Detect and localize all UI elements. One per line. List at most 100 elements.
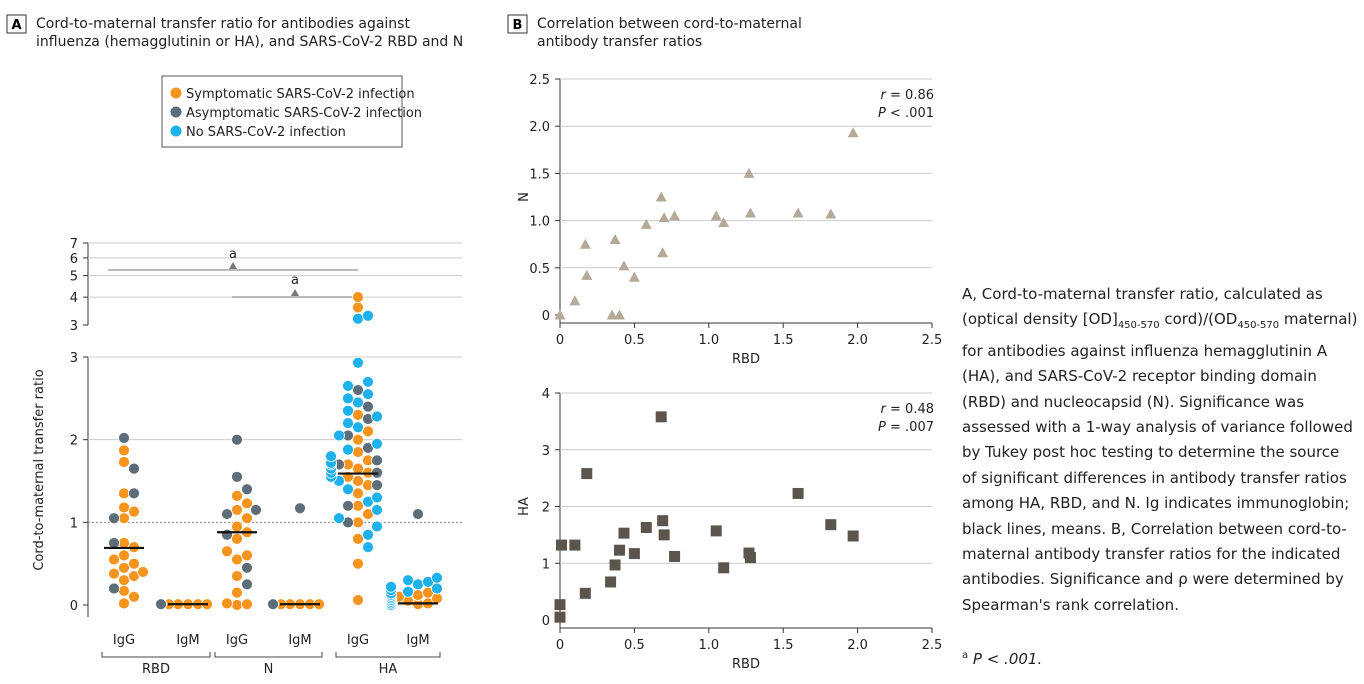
legend-dot-asymptomatic	[170, 106, 182, 118]
y-tick-label: 2.5	[529, 73, 550, 88]
panel-a-axes: Cord-to-maternal transfer ratio 0 1 2 3 3 4 5 6…	[32, 237, 462, 677]
legend-box	[161, 75, 403, 148]
y-tick-label: 1.5	[529, 167, 550, 182]
point-symptomatic	[241, 497, 253, 510]
x-tick-label: IgG	[347, 633, 369, 648]
point-symptomatic	[231, 489, 243, 502]
point-none	[402, 574, 414, 587]
data-point-square	[555, 539, 567, 551]
legend-dot-none	[170, 125, 182, 137]
data-point-square	[718, 562, 730, 574]
point-symptomatic	[231, 599, 243, 611]
panel-a-ylabel: Cord-to-maternal transfer ratio	[32, 369, 47, 570]
point-symptomatic	[241, 512, 253, 525]
legend-label-asymptomatic: Asymptomatic SARS-CoV-2 infection	[186, 106, 422, 121]
point-symptomatic	[352, 291, 364, 304]
x-tick-label: 0	[556, 333, 564, 348]
significance-label: a	[291, 273, 299, 288]
footnote-mark: a	[962, 650, 969, 661]
point-symptomatic	[231, 570, 243, 582]
data-point-square	[618, 527, 630, 539]
x-tick-label: 0	[556, 638, 564, 653]
data-point-triangle	[669, 210, 681, 221]
x-tick-label: IgM	[406, 633, 429, 648]
data-point-square	[581, 468, 593, 480]
data-point-triangle	[847, 127, 859, 138]
x-axis-label: RBD	[732, 657, 760, 672]
x-tick-label: IgG	[113, 633, 135, 648]
x-axis-label: RBD	[732, 352, 760, 367]
x-tick-label: 1.0	[698, 638, 719, 653]
point-asymptomatic	[231, 433, 243, 446]
point-symptomatic	[118, 487, 130, 500]
caption-part3: maternal) for antibodies against influen…	[962, 310, 1358, 614]
point-asymptomatic	[108, 537, 120, 549]
point-symptomatic	[352, 446, 364, 458]
data-point-triangle	[640, 218, 652, 229]
data-point-square	[609, 559, 621, 571]
point-asymptomatic	[342, 499, 354, 512]
point-asymptomatic	[221, 528, 233, 541]
group-label: HA	[379, 662, 398, 677]
y-tick-label-lower: 2	[70, 434, 78, 449]
panel-b-bottom-plot: 0 1 2 3 4 0 0.5 1.0 1.5 2.0 2.5 RBD HA r = 0.48 P = .0…	[517, 387, 942, 672]
data-point-triangle	[792, 207, 804, 218]
data-point-triangle	[581, 269, 593, 280]
data-point-square	[669, 550, 681, 562]
data-point-square	[658, 529, 670, 541]
legend-label-none: No SARS-CoV-2 infection	[186, 125, 346, 140]
data-point-square	[657, 515, 669, 527]
point-asymptomatic	[294, 502, 306, 515]
data-point-square	[554, 599, 566, 611]
data-point-square	[847, 530, 859, 542]
data-point-square	[655, 411, 667, 423]
data-point-square	[628, 548, 640, 560]
panel-a-points	[104, 291, 443, 611]
panel-a-letter-box	[6, 14, 27, 34]
point-symptomatic	[352, 301, 364, 314]
point-symptomatic	[231, 586, 243, 599]
panel-a-title-line2: influenza (hemagglutinin or HA), and SAR…	[36, 34, 463, 50]
significance-marker	[291, 289, 299, 296]
data-point-triangle	[554, 309, 566, 320]
data-point-triangle	[710, 210, 722, 221]
point-symptomatic	[118, 561, 130, 574]
point-symptomatic	[231, 553, 243, 566]
point-symptomatic	[108, 567, 120, 580]
x-tick-label: 1.5	[773, 638, 794, 653]
point-none	[371, 504, 383, 516]
data-point-triangle	[825, 208, 837, 219]
group-bracket	[101, 652, 211, 658]
data-point-square	[614, 544, 626, 556]
x-tick-label: 1.5	[773, 333, 794, 348]
legend-label-symptomatic: Symptomatic SARS-CoV-2 infection	[186, 87, 415, 102]
data-point-triangle	[658, 212, 670, 223]
point-symptomatic	[118, 585, 130, 597]
point-symptomatic	[412, 589, 424, 601]
group-bracket	[335, 652, 441, 658]
point-none	[371, 437, 383, 450]
point-symptomatic	[352, 475, 364, 487]
point-asymptomatic	[371, 479, 383, 492]
y-tick-label: 0.5	[529, 262, 550, 277]
caption-sub2: 450-570	[1237, 320, 1280, 332]
data-point-square	[710, 525, 722, 537]
point-none	[371, 491, 383, 504]
y-tick-label-lower: 1	[70, 516, 78, 531]
y-tick-label: 2	[542, 501, 550, 516]
x-tick-label: 2.5	[922, 638, 943, 653]
x-tick-label: 2.5	[922, 333, 943, 348]
point-symptomatic	[352, 516, 364, 529]
point-none	[362, 541, 374, 554]
point-asymptomatic	[267, 598, 279, 611]
point-symptomatic	[108, 553, 120, 566]
point-none	[352, 421, 364, 434]
x-tick-label: IgM	[176, 633, 199, 648]
data-point-triangle	[628, 271, 640, 282]
y-tick-label-upper: 4	[70, 291, 78, 306]
point-none	[342, 404, 354, 417]
panel-a-title-line1: Cord-to-maternal transfer ratio for anti…	[36, 16, 410, 32]
group-bracket	[214, 652, 323, 658]
point-symptomatic	[231, 532, 243, 545]
point-symptomatic	[352, 408, 364, 421]
